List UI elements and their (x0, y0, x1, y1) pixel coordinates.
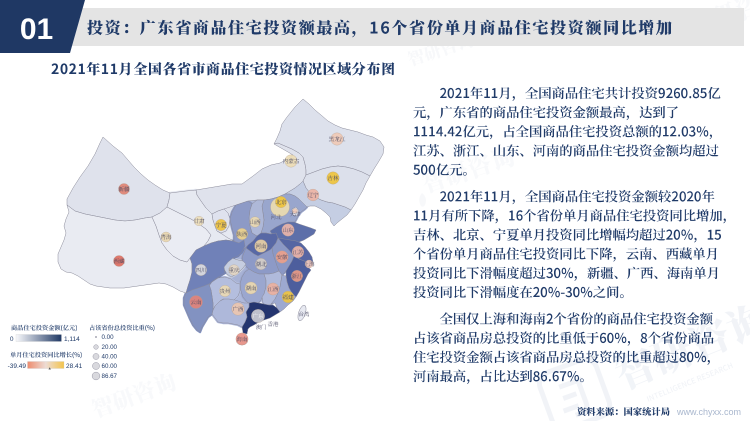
svg-text:0: 0 (10, 336, 14, 343)
svg-text:1,114: 1,114 (64, 336, 80, 343)
svg-text:28.41: 28.41 (66, 363, 83, 370)
svg-text:01: 01 (20, 13, 53, 46)
svg-text:86.67: 86.67 (102, 373, 118, 380)
svg-text:-39.49: -39.49 (8, 363, 27, 370)
svg-text:60.00: 60.00 (102, 363, 118, 370)
svg-text:0.00: 0.00 (102, 334, 115, 341)
svg-text:20.00: 20.00 (102, 344, 118, 351)
svg-text:40.00: 40.00 (102, 354, 118, 361)
svg-text:www.chyxx.com: www.chyxx.com (676, 407, 741, 417)
